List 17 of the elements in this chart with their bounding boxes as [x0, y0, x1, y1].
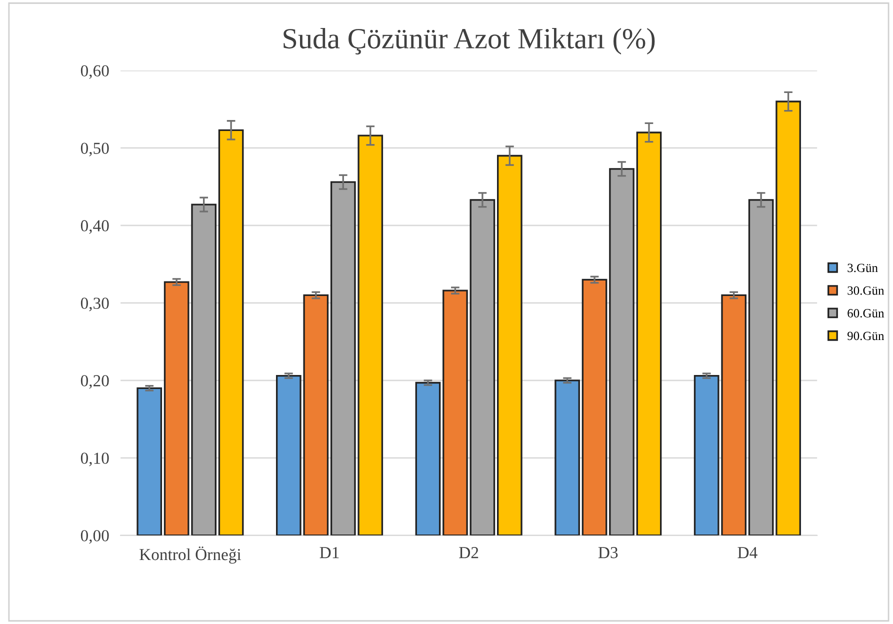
legend-label: 60.Gün: [848, 309, 884, 318]
y-tick-label: 0,30: [80, 298, 109, 312]
y-tick-label: 0,20: [80, 375, 109, 389]
y-tick-label: 0,00: [80, 530, 109, 544]
legend-label: 30.Gün: [848, 286, 884, 295]
x-tick-label: D4: [738, 547, 758, 558]
y-tick-label: 0,60: [80, 65, 109, 79]
x-tick-label: Kontrol Örneği: [140, 546, 242, 564]
x-tick-label: D2: [459, 547, 478, 558]
y-tick-label: 0,50: [80, 142, 109, 156]
legend-label: 3.Gün: [848, 264, 878, 272]
y-tick-label: 0,10: [80, 452, 109, 466]
chart-title: Suda Çözünür Azot Miktarı (%): [284, 28, 655, 54]
legend-label: 90.Gün: [847, 332, 884, 340]
y-tick-label: 0,40: [80, 220, 109, 234]
x-tick-label: D3: [598, 547, 618, 558]
x-tick-label: D1: [320, 547, 339, 558]
